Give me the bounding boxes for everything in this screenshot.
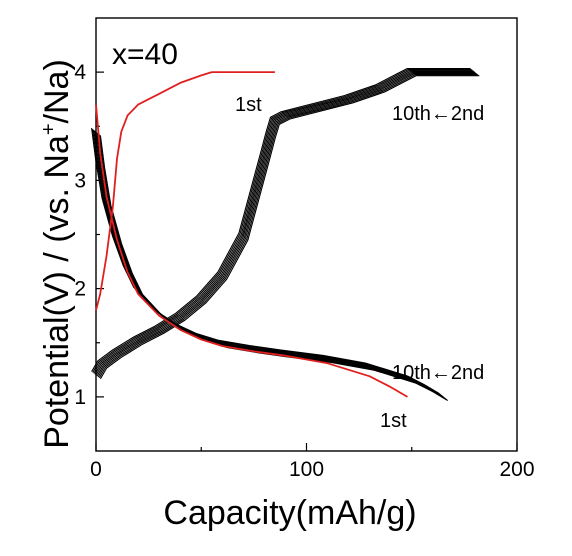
plot-frame bbox=[95, 17, 518, 452]
curve-charge-cycle-8 bbox=[97, 73, 478, 378]
annotation-charge-2nd-10th: 10th←2nd bbox=[392, 103, 484, 125]
curve-discharge-cycle-8 bbox=[97, 133, 446, 400]
x-tick-label-0: 0 bbox=[90, 458, 102, 481]
curve-charge-cycle-3 bbox=[92, 68, 472, 373]
curve-discharge-cycle-7 bbox=[96, 132, 445, 399]
y-axis-title: Potential(V) / (vs. Na+/Na) bbox=[38, 59, 76, 449]
curve-charge-cycle-10 bbox=[99, 75, 480, 380]
curve-charge-cycle-7 bbox=[96, 72, 476, 377]
curve-charge-cycle-4 bbox=[93, 69, 473, 374]
y-axis-title-sup: + bbox=[38, 123, 60, 135]
annotation-charge-1st: 1st bbox=[235, 94, 262, 116]
x-axis-title: Capacity(mAh/g) bbox=[163, 494, 416, 532]
curves bbox=[91, 67, 480, 401]
curve-discharge-cycle-4 bbox=[93, 129, 442, 396]
y-tick-label-2: 3 bbox=[74, 169, 86, 192]
x-tick-label-2: 200 bbox=[499, 458, 534, 481]
curve-charge-cycle-5 bbox=[94, 70, 474, 375]
curve-charge-cycle-6 bbox=[95, 71, 475, 376]
curve-discharge-cycle-5 bbox=[94, 130, 443, 397]
curve-charge-cycle-2 bbox=[91, 67, 471, 372]
x-tick-label-1: 100 bbox=[289, 458, 324, 481]
curve-discharge-cycle-1 bbox=[95, 104, 408, 398]
annotation-discharge-1st: 1st bbox=[380, 410, 407, 432]
curve-discharge-cycle-9 bbox=[98, 134, 447, 401]
y-tick-label-1: 2 bbox=[74, 278, 86, 301]
panel-label: x=40 bbox=[112, 38, 178, 71]
axis-ticks: 0 100 200 1 2 3 4 bbox=[74, 61, 534, 481]
y-axis-title-tail: /Na) bbox=[38, 59, 76, 123]
curve-discharge-cycle-10 bbox=[99, 135, 448, 401]
curve-discharge-cycle-6 bbox=[95, 131, 444, 398]
curve-charge-cycle-9 bbox=[98, 74, 479, 379]
annotation-discharge-2nd-10th: 10th←2nd bbox=[392, 362, 484, 384]
y-axis-title-main: Potential(V) / (vs. Na bbox=[38, 135, 76, 449]
curve-charge-cycle-1 bbox=[95, 71, 275, 311]
y-tick-label-3: 4 bbox=[74, 61, 86, 84]
y-tick-label-0: 1 bbox=[74, 386, 86, 409]
